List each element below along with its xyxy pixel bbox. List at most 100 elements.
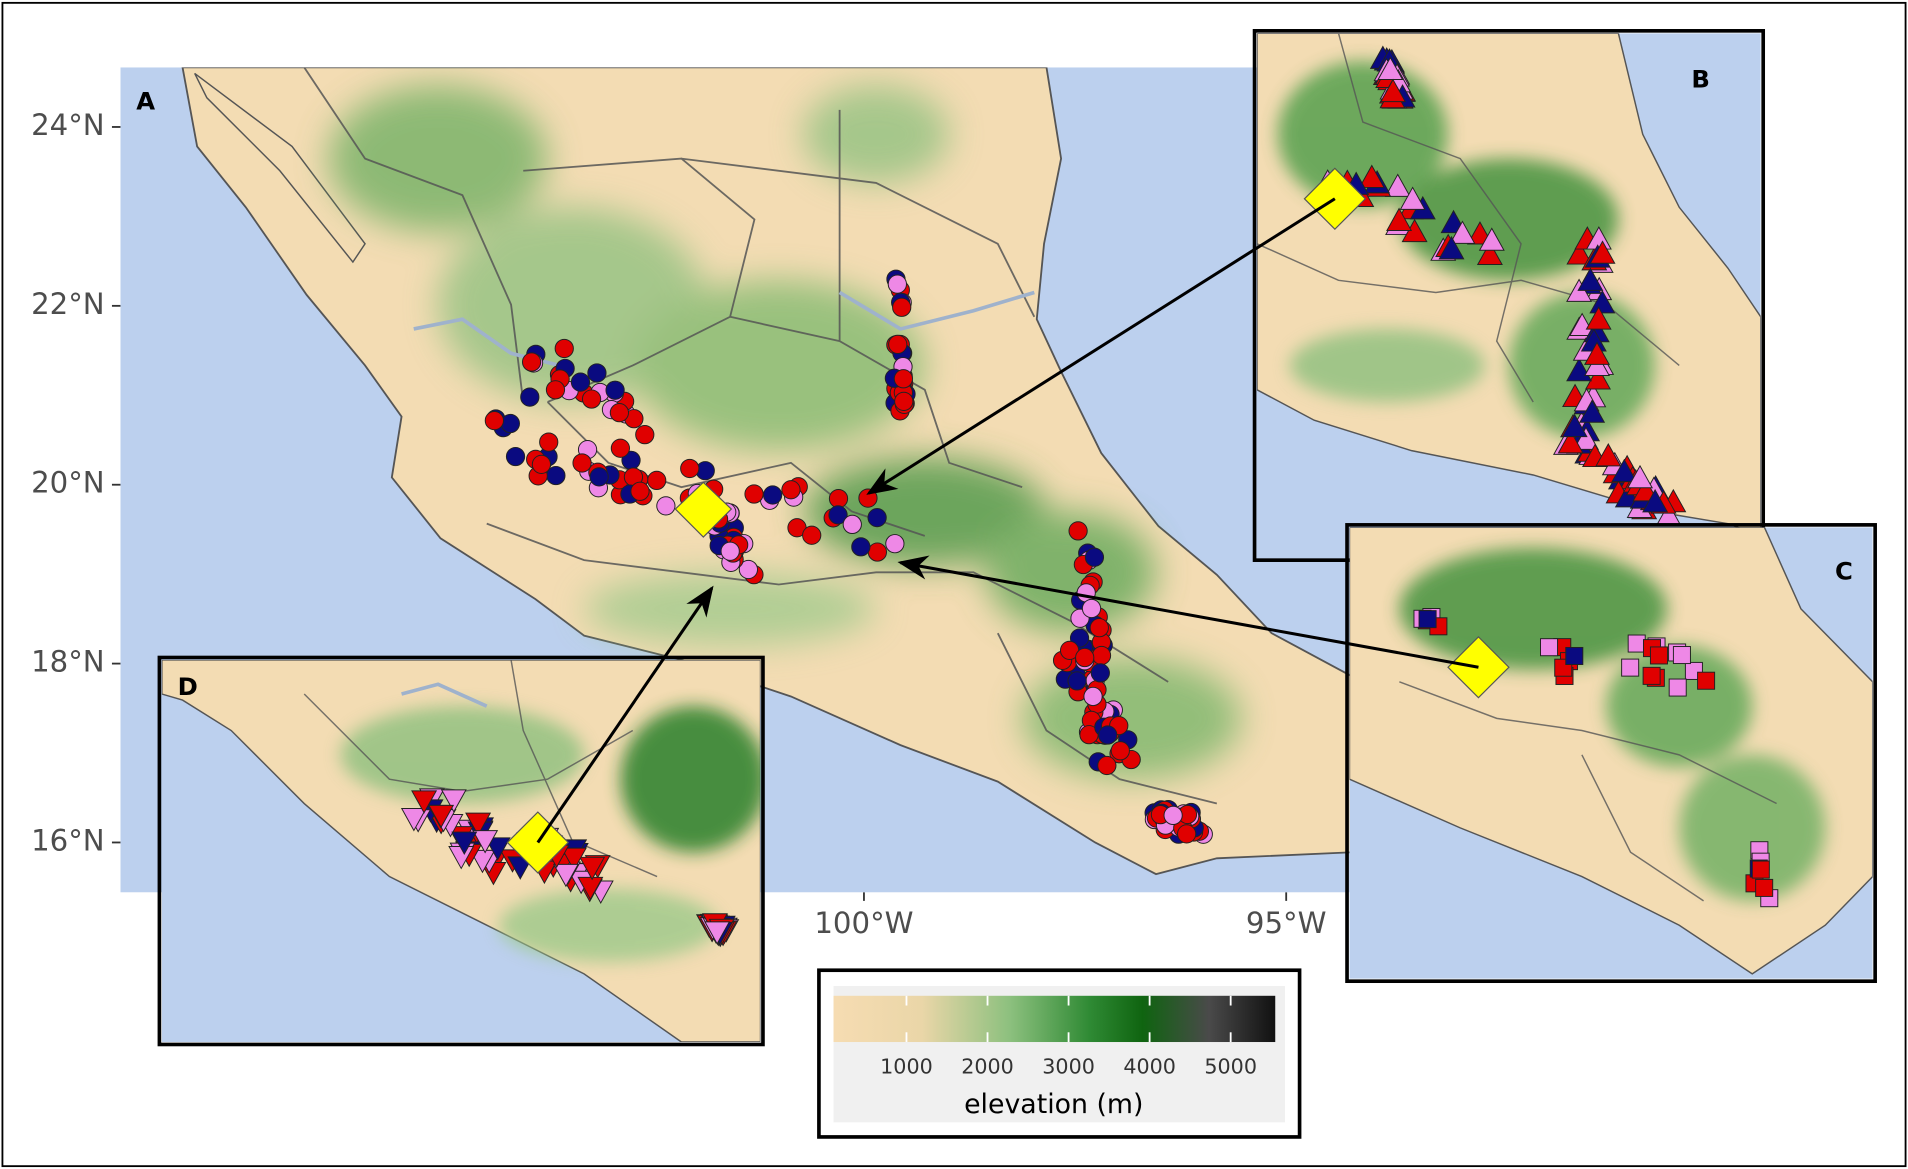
occurrence: [828, 488, 849, 509]
occurrence: [1627, 634, 1646, 653]
occurrence: [484, 837, 511, 861]
colorbar-tick-label: 2000: [961, 1055, 1014, 1079]
occurrence: [1084, 547, 1105, 567]
occurrence: [552, 863, 579, 888]
occurrence: [521, 352, 542, 372]
occurrence: [1751, 860, 1770, 879]
panel-label: D: [178, 672, 198, 701]
occurrence: [1649, 646, 1668, 665]
occurrence: [469, 849, 496, 874]
occurrence: [1478, 227, 1505, 251]
panel-label: A: [136, 87, 155, 116]
occurrence: [1386, 207, 1413, 231]
panel-label: B: [1691, 65, 1710, 94]
occurrence: [1067, 671, 1087, 691]
legend-title: elevation (m): [964, 1089, 1143, 1120]
colorbar: [833, 995, 1276, 1043]
occurrence: [570, 372, 591, 392]
occurrence: [1377, 56, 1404, 80]
occurrence: [1110, 741, 1130, 761]
occurrence: [1627, 464, 1654, 489]
occurrence: [1081, 598, 1102, 619]
colorbar-tick-label: 3000: [1042, 1055, 1095, 1079]
occurrence: [893, 369, 913, 389]
occurrence: [411, 790, 438, 814]
lat-tick-label: 16°N: [31, 823, 105, 857]
colorbar-tick-label: 5000: [1204, 1055, 1257, 1079]
occurrence: [1540, 638, 1559, 657]
lon-tick-label: 95°W: [1246, 906, 1327, 940]
occurrence: [1418, 610, 1437, 629]
occurrence: [647, 470, 667, 491]
colorbar-tick-label: 4000: [1123, 1055, 1176, 1079]
panel-label: C: [1835, 556, 1853, 585]
occurrence: [1569, 312, 1596, 337]
occurrence: [1611, 458, 1638, 483]
occurrence: [1476, 241, 1503, 266]
occurrence: [635, 425, 655, 445]
occurrence: [605, 380, 625, 400]
occurrence: [851, 537, 871, 557]
occurrence: [1380, 78, 1407, 103]
occurrence: [587, 363, 607, 383]
occurrence: [1561, 413, 1588, 438]
occurrence: [472, 830, 499, 854]
occurrence: [1672, 646, 1691, 665]
occurrence: [867, 508, 887, 528]
occurrence: [579, 856, 606, 881]
occurrence: [1584, 341, 1610, 365]
occurrence: [1642, 488, 1669, 513]
occurrence: [1089, 618, 1109, 638]
lat-tick-label: 24°N: [31, 108, 105, 142]
occurrence: [867, 542, 887, 562]
occurrence: [1577, 267, 1604, 291]
occurrence: [428, 804, 455, 829]
lat-tick-label: 18°N: [31, 645, 105, 679]
legend: elevation (m) 1000 2000 3000 4000 5000: [817, 968, 1302, 1139]
occurrence: [440, 789, 467, 813]
inset-b: B: [1252, 29, 1766, 562]
occurrence: [1090, 663, 1110, 683]
occurrence: [828, 505, 848, 525]
colorbar-tick-label: 1000: [880, 1055, 933, 1079]
occurrence: [656, 496, 676, 516]
occurrence: [1399, 186, 1426, 210]
occurrence: [1098, 725, 1118, 745]
occurrence: [589, 467, 609, 487]
occurrence: [720, 541, 740, 561]
occurrence: [520, 387, 540, 407]
occurrence: [1585, 306, 1612, 330]
occurrence: [610, 438, 630, 458]
inset-c: C: [1345, 523, 1877, 984]
occurrence: [1668, 678, 1687, 697]
occurrence: [581, 389, 602, 409]
occurrence: [1697, 671, 1716, 690]
occurrence: [1449, 220, 1476, 244]
occurrence: [680, 458, 700, 479]
occurrence: [1585, 366, 1611, 390]
occurrence: [781, 480, 801, 500]
occurrence: [545, 380, 566, 400]
occurrence: [554, 338, 574, 359]
occurrence: [400, 808, 427, 832]
occurrence: [887, 274, 907, 294]
occurrence: [892, 297, 912, 317]
occurrence: [1097, 755, 1117, 776]
occurrence: [1083, 686, 1103, 707]
lat-tick-label: 22°N: [31, 287, 105, 321]
occurrence: [1068, 521, 1088, 541]
occurrence: [484, 410, 504, 431]
inset-d: D: [157, 655, 765, 1047]
occurrence: [465, 812, 492, 837]
occurrence: [539, 432, 559, 452]
occurrence: [572, 453, 592, 473]
occurrence: [1632, 477, 1659, 502]
occurrence: [1557, 430, 1584, 454]
occurrence: [507, 856, 534, 880]
occurrence: [1438, 235, 1465, 260]
occurrence: [888, 334, 908, 354]
lon-tick-label: 100°W: [814, 906, 913, 940]
occurrence: [1163, 805, 1183, 826]
